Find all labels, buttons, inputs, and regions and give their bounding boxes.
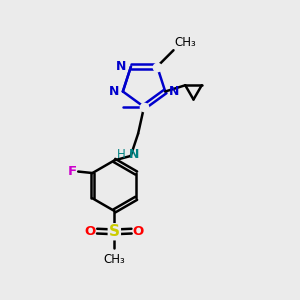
Text: O: O <box>85 225 96 238</box>
Text: N: N <box>109 85 119 98</box>
Text: N: N <box>129 148 140 161</box>
Text: F: F <box>68 165 77 178</box>
Text: CH₃: CH₃ <box>174 36 196 49</box>
Text: H: H <box>117 148 125 161</box>
Text: N: N <box>169 85 179 98</box>
Text: O: O <box>133 225 144 238</box>
Text: N: N <box>116 60 127 73</box>
Text: CH₃: CH₃ <box>103 253 125 266</box>
Text: S: S <box>109 224 120 239</box>
